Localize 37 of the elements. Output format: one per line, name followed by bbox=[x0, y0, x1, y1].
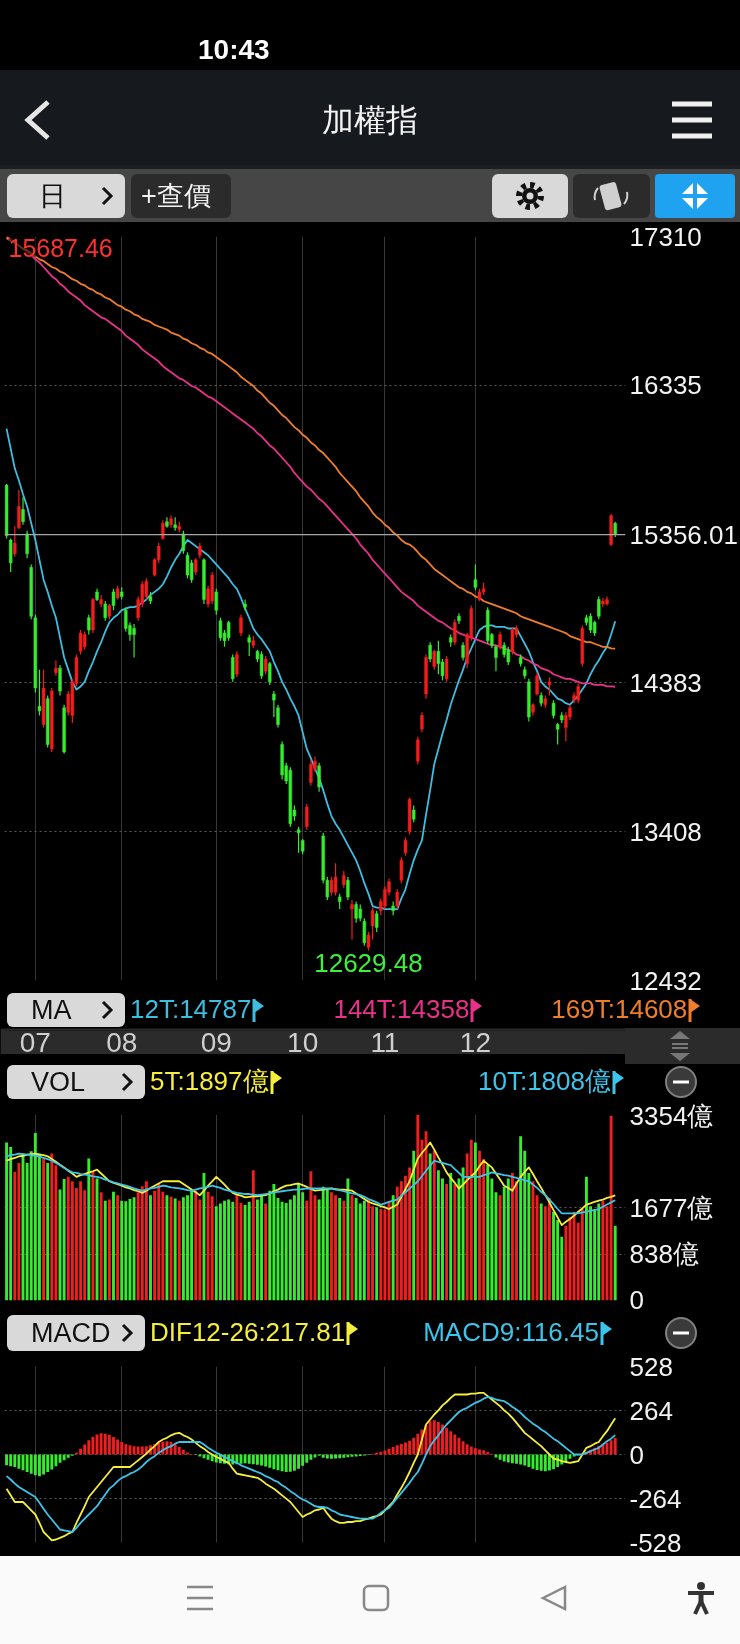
y-tick-label: 528 bbox=[629, 1351, 673, 1382]
text: 10:43 bbox=[198, 33, 270, 67]
text: MA bbox=[31, 994, 72, 1027]
x-tick-label: 12 bbox=[459, 1026, 491, 1058]
y-tick-label: 17310 bbox=[629, 221, 702, 252]
x-tick-label: 10 bbox=[287, 1026, 319, 1058]
text: MACD bbox=[31, 1317, 111, 1350]
legend-label: 169T:14608 bbox=[551, 993, 689, 1027]
y-tick-label: 838億 bbox=[629, 1239, 699, 1270]
text: +查價 bbox=[141, 180, 211, 213]
y-tick-label: -528 bbox=[629, 1527, 682, 1558]
y-tick-label: 0 bbox=[629, 1284, 644, 1315]
x-tick-label: 07 bbox=[19, 1026, 51, 1058]
x-tick-label: 11 bbox=[370, 1026, 400, 1058]
legend-label: 12T:14787 bbox=[130, 994, 252, 1025]
y-tick-label: 0 bbox=[629, 1439, 644, 1470]
y-tick-label: 264 bbox=[629, 1395, 673, 1426]
ref-line-label: 15356.01 bbox=[629, 519, 738, 550]
legend-label: 144T:14358 bbox=[333, 994, 470, 1025]
annotation: 12629.48 bbox=[314, 948, 423, 979]
legend-label: 5T:1897億 bbox=[150, 1065, 270, 1099]
x-tick-label: 08 bbox=[106, 1026, 138, 1058]
y-tick-label: -264 bbox=[629, 1483, 682, 1514]
chart-title: 加權指 bbox=[321, 101, 419, 140]
legend-label: DIF12-26:217.81 bbox=[150, 1316, 347, 1350]
y-tick-label: 3354億 bbox=[629, 1100, 714, 1131]
y-tick-label: 16335 bbox=[629, 370, 702, 401]
annotation: 15687.46 bbox=[8, 233, 113, 262]
y-tick-label: 13408 bbox=[629, 816, 702, 847]
y-tick-label: 12432 bbox=[629, 965, 702, 996]
legend-label: MACD9:116.45 bbox=[423, 1316, 600, 1350]
y-tick-label: 14383 bbox=[629, 667, 702, 698]
y-tick-label: 1677億 bbox=[629, 1192, 714, 1223]
text: VOL bbox=[31, 1066, 86, 1099]
legend-label: 10T:1808億 bbox=[478, 1065, 612, 1099]
x-tick-label: 09 bbox=[200, 1026, 232, 1058]
text: 日 bbox=[39, 180, 66, 213]
